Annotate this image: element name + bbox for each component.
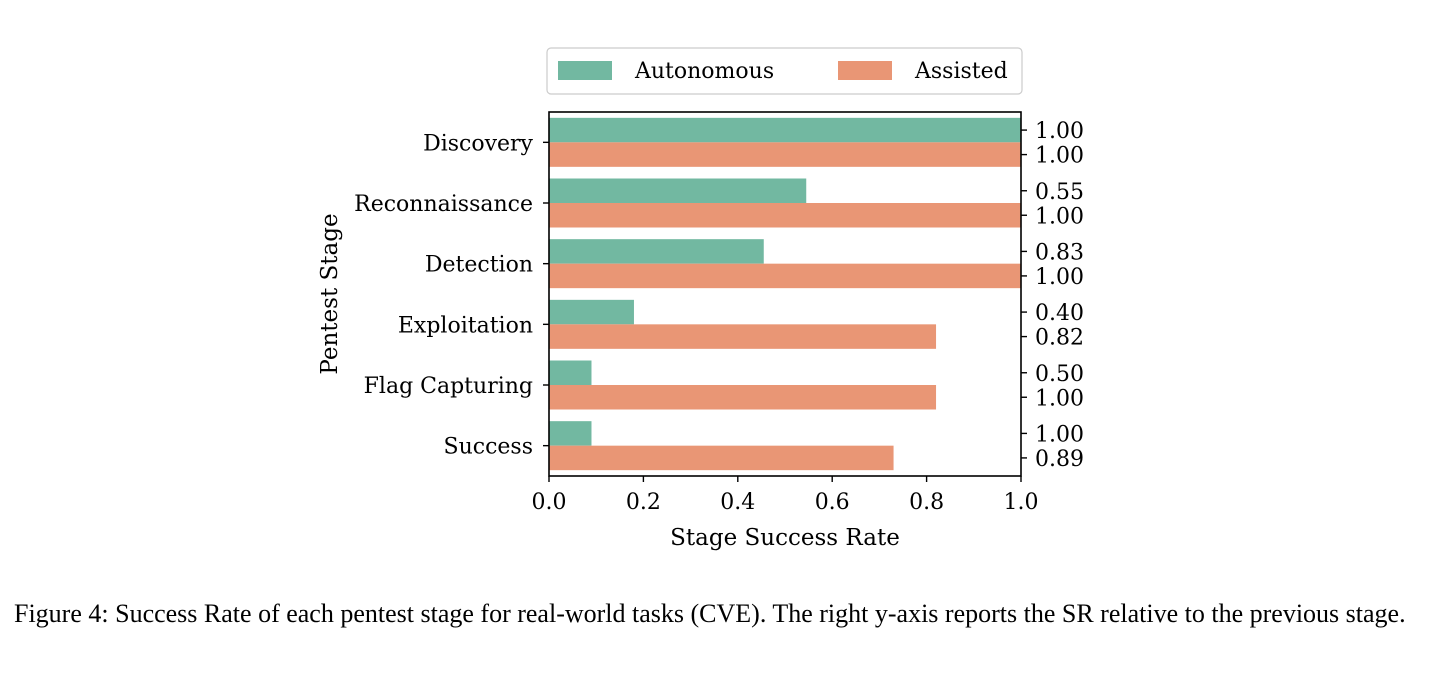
bar-assisted-flag-capturing xyxy=(549,385,937,410)
right-tick-label-flag-capturing-assisted: 1.00 xyxy=(1035,386,1084,411)
right-tick-label-reconnaissance-assisted: 1.00 xyxy=(1035,204,1084,229)
bar-autonomous-detection xyxy=(549,239,764,264)
right-tick-label-exploitation-assisted: 0.82 xyxy=(1035,326,1084,351)
bar-assisted-discovery xyxy=(549,142,1021,167)
right-tick-label-exploitation-autonomous: 0.40 xyxy=(1035,301,1084,326)
right-tick-label-success-autonomous: 1.00 xyxy=(1035,422,1084,447)
right-tick-label-reconnaissance-autonomous: 0.55 xyxy=(1035,180,1084,205)
right-tick-label-detection-autonomous: 0.83 xyxy=(1035,240,1084,265)
x-axis-title: Stage Success Rate xyxy=(670,525,900,551)
bar-assisted-success xyxy=(549,445,894,471)
figure-caption: Figure 4: Success Rate of each pentest s… xyxy=(14,599,1406,628)
y-tick-label-reconnaissance: Reconnaissance xyxy=(354,192,533,217)
y-axis-ticks: Discovery Reconnaissance Detection Exploita… xyxy=(354,131,549,460)
bar-assisted-exploitation xyxy=(549,324,937,349)
y-tick-label-discovery: Discovery xyxy=(423,131,533,156)
bars-group xyxy=(549,117,1021,471)
right-tick-label-discovery-assisted: 1.00 xyxy=(1035,144,1084,169)
bar-chart: Autonomous Assisted Discovery Reconnaissa… xyxy=(317,47,1084,551)
legend-label-assisted: Assisted xyxy=(914,59,1008,84)
x-axis-ticks: 0.0 0.2 0.4 0.6 0.8 1.0 xyxy=(532,476,1039,515)
legend-swatch-assisted xyxy=(838,61,892,80)
bar-autonomous-exploitation xyxy=(549,299,634,325)
right-tick-label-success-assisted: 0.89 xyxy=(1035,447,1084,472)
right-tick-label-detection-assisted: 1.00 xyxy=(1035,265,1084,290)
y-tick-label-success: Success xyxy=(444,435,533,460)
y-tick-label-flag-capturing: Flag Capturing xyxy=(364,374,533,399)
y-tick-label-detection: Detection xyxy=(425,253,533,278)
legend: Autonomous Assisted xyxy=(546,47,1023,95)
legend-swatch-autonomous xyxy=(558,61,612,80)
x-tick-label-2: 0.4 xyxy=(720,490,755,515)
bar-assisted-reconnaissance xyxy=(549,203,1021,228)
plot-frame xyxy=(548,111,1022,477)
x-tick-label-0: 0.0 xyxy=(532,490,567,515)
right-tick-label-discovery-autonomous: 1.00 xyxy=(1035,119,1084,144)
legend-label-autonomous: Autonomous xyxy=(634,59,774,84)
bar-assisted-detection xyxy=(549,263,1021,289)
x-tick-label-3: 0.6 xyxy=(815,490,850,515)
x-tick-label-5: 1.0 xyxy=(1004,490,1039,515)
x-tick-label-1: 0.2 xyxy=(626,490,661,515)
bar-autonomous-success xyxy=(549,421,592,446)
bar-autonomous-reconnaissance xyxy=(549,178,807,203)
legend-frame xyxy=(546,47,1023,95)
bar-autonomous-flag-capturing xyxy=(549,360,592,385)
right-tick-label-flag-capturing-autonomous: 0.50 xyxy=(1035,362,1084,387)
bar-autonomous-discovery xyxy=(549,117,1021,143)
y-tick-label-exploitation: Exploitation xyxy=(398,313,533,338)
y-axis-title: Pentest Stage xyxy=(317,213,343,374)
x-tick-label-4: 0.8 xyxy=(909,490,944,515)
right-axis-ticks: 1.001.000.551.000.831.000.400.820.501.00… xyxy=(1021,119,1084,472)
